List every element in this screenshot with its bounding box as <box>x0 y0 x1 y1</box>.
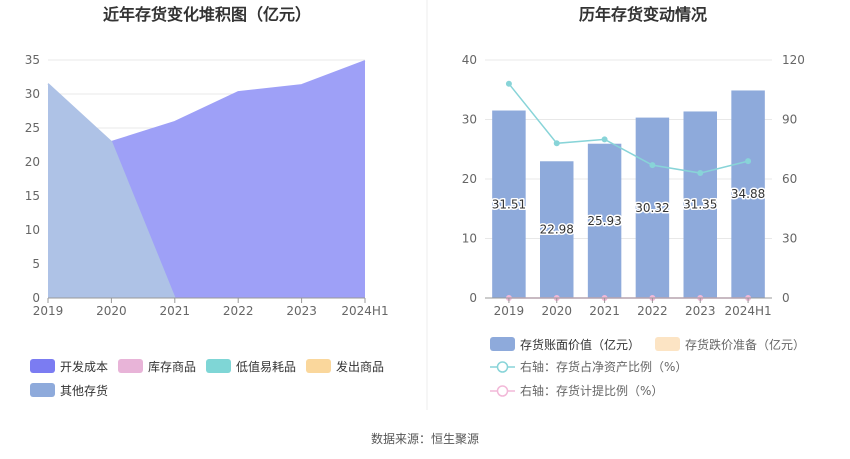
bar-data-label: 30.32 <box>635 201 669 215</box>
bar-x-tick-label: 2022 <box>637 304 668 318</box>
line-point <box>745 158 752 165</box>
bar-data-label: 25.93 <box>587 214 621 228</box>
area-legend-swatch <box>118 359 143 373</box>
bar <box>635 117 670 298</box>
area-legend-label: 开发成本 <box>60 359 108 374</box>
area-y-tick-label: 25 <box>25 121 40 135</box>
area-legend-label: 发出商品 <box>336 359 384 374</box>
bar-y-left-tick-label: 20 <box>462 172 477 186</box>
bar-legend-label: 存货账面价值（亿元） <box>520 337 640 352</box>
area-y-tick-label: 0 <box>32 291 40 305</box>
area-x-tick-label: 2021 <box>160 304 191 318</box>
bar-legend-swatch <box>655 337 680 351</box>
bar-y-left-tick-label: 30 <box>462 113 477 127</box>
area-legend-label: 低值易耗品 <box>236 359 296 374</box>
area-series-0 <box>111 60 366 298</box>
bar-data-label: 31.35 <box>683 198 717 212</box>
bar <box>540 161 574 298</box>
bar-legend-swatch <box>490 337 515 351</box>
area-legend-swatch <box>206 359 231 373</box>
line-point <box>553 140 560 147</box>
line-legend-label: 右轴：存货计提比例（%） <box>520 383 663 398</box>
bar-y-left-tick-label: 0 <box>469 291 477 305</box>
line-point <box>697 170 704 177</box>
bar-y-right-tick-label: 30 <box>782 232 797 246</box>
bar-y-left-tick-label: 10 <box>462 232 477 246</box>
area-legend-label: 库存商品 <box>148 359 196 374</box>
bar-data-label: 34.88 <box>731 187 765 201</box>
area-legend-swatch <box>30 383 55 397</box>
area-x-tick-label: 2019 <box>33 304 64 318</box>
bar <box>683 111 717 298</box>
bar <box>731 90 765 299</box>
data-source-note: 数据来源：恒生聚源 <box>371 431 479 446</box>
area-y-tick-label: 30 <box>25 87 40 101</box>
bar-y-right-tick-label: 0 <box>782 291 790 305</box>
area-legend-label: 其他存货 <box>60 383 108 398</box>
line-point <box>649 162 656 169</box>
area-y-tick-label: 10 <box>25 223 40 237</box>
area-y-tick-label: 20 <box>25 155 40 169</box>
bar-data-label: 31.51 <box>492 197 526 211</box>
area-x-tick-label: 2024H1 <box>341 304 388 318</box>
area-series-edge-1 <box>47 83 176 299</box>
bar-y-left-tick-label: 40 <box>462 53 477 67</box>
line-legend-label: 右轴：存货占净资产比例（%） <box>520 359 687 374</box>
area-series-edge-0 <box>111 60 366 143</box>
area-y-tick-label: 5 <box>32 257 40 271</box>
bar-y-right-tick-label: 90 <box>782 113 797 127</box>
bar <box>587 143 622 298</box>
line-legend-marker <box>496 385 509 397</box>
area-chart-axes: 0 5 10 15 20 25 30 35 2019 2020 2021 2022 2023 2024H1 <box>25 53 389 318</box>
bar-x-tick-label: 2019 <box>494 304 525 318</box>
bar-y-right-tick-label: 60 <box>782 172 797 186</box>
line-series-0 <box>508 83 749 174</box>
area-x-tick-label: 2022 <box>223 304 254 318</box>
bar-x-tick-label: 2020 <box>541 304 572 318</box>
bar-data-label: 22.98 <box>540 223 574 237</box>
bar-chart-title: 历年存货变动情况 <box>579 5 707 24</box>
bar <box>492 110 526 298</box>
line-legend-marker <box>496 361 509 373</box>
bar-y-right-tick-label: 120 <box>782 53 805 67</box>
bar-chart-axes: 0 10 20 30 40 0 30 60 90 120 2019 2020 2021 2022 2023 2… <box>462 53 805 318</box>
area-chart-series <box>47 60 366 299</box>
bar-legend-label: 存货跌价准备（亿元） <box>685 337 805 352</box>
bar-chart-legend: 存货账面价值（亿元） 存货跌价准备（亿元） 右轴：存货占净资产比例（%） 右轴：存货计… <box>490 337 805 398</box>
line-point <box>505 80 512 87</box>
bar-x-tick-label: 2024H1 <box>724 304 771 318</box>
area-x-tick-label: 2023 <box>286 304 317 318</box>
bar-chart-grid <box>485 59 772 239</box>
line-point <box>601 136 608 143</box>
area-y-tick-label: 15 <box>25 189 40 203</box>
area-series-1 <box>48 83 175 299</box>
area-chart-title: 近年存货变化堆积图（亿元） <box>103 5 311 24</box>
area-chart: 近年存货变化堆积图（亿元） 0 5 10 15 20 25 30 35 2019 2020 2021… <box>25 5 389 398</box>
area-legend-swatch <box>306 359 331 373</box>
bar-x-tick-label: 2023 <box>685 304 716 318</box>
area-y-tick-label: 35 <box>25 53 40 67</box>
area-legend-swatch <box>30 359 55 373</box>
bar-chart-series: 31.51 22.98 25.93 30.32 31.35 34.88 <box>490 90 767 299</box>
bar-x-tick-label: 2021 <box>589 304 620 318</box>
area-x-tick-label: 2020 <box>96 304 127 318</box>
